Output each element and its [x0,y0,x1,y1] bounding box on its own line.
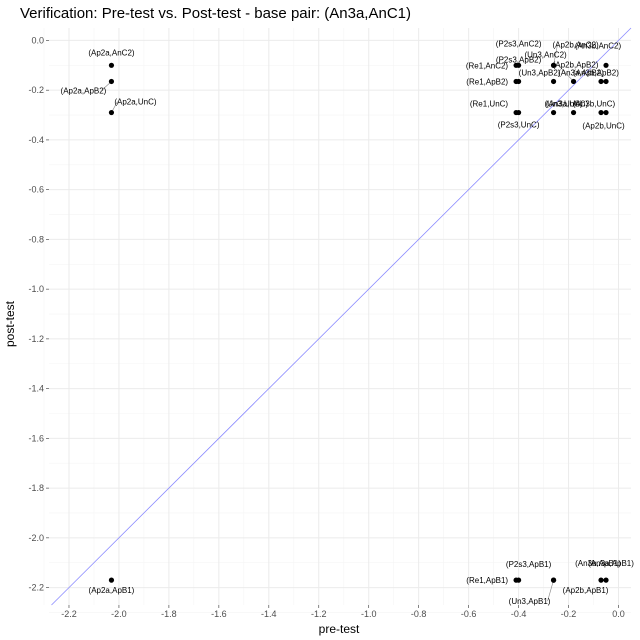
y-tick-label: -1.6 [28,433,44,443]
label-leader-line [557,64,574,82]
x-tick-label: -0.2 [561,609,577,619]
y-tick-label: -1.2 [28,334,44,344]
data-point-label: (Re1,ApB1) [466,576,508,585]
data-point-label: (Un3,ApB1) [509,597,551,606]
x-axis-ticks: -2.2 -2.0 -1.8 -1.6 -1.4 -1.2 -1.0 -0.8 -0.6 -0.4… [61,605,625,619]
plot-panel: (Ap2a,AnC2) (Ap2a,ApB2) (Ap2a,UnC) (Ap2a,Ap… [43,27,635,613]
data-point-label: (P2s3,ApB1) [506,560,552,569]
y-tick-label: -1.4 [28,384,44,394]
y-tick-label: -0.8 [28,234,44,244]
x-tick-label: -1.0 [361,609,377,619]
data-point-label: (Un3,UnC) [544,100,583,109]
data-point-label: (An3b,ApB2) [573,68,619,77]
y-tick-label: -1.0 [28,284,44,294]
x-tick-label: -1.4 [261,609,277,619]
data-point-label: (Ap2b,ApB2) [553,60,599,69]
data-point-label: (An3b,AnC2) [575,41,622,50]
identity-reference-line [51,27,632,606]
data-point [108,62,115,68]
data-point [515,109,522,116]
data-point-label: (P2s3,AnC2) [496,39,542,48]
data-point-label: (An3a,ApB2) [558,68,604,77]
data-point-label: (Ap2a,UnC) [114,98,157,107]
x-tick-label: -0.8 [411,609,427,619]
data-point-label: (Re1,ApB2) [466,77,508,86]
data-point-label: (Ap2b,UnC) [582,122,625,131]
x-axis-title: pre-test [319,622,360,636]
data-point-label: (Un3,ApB2) [519,68,561,77]
x-tick-label: -1.8 [161,609,177,619]
data-point [550,577,557,583]
data-point-labels: (Ap2a,AnC2) (Ap2a,ApB2) (Ap2a,UnC) (Ap2a,Ap… [61,39,635,606]
data-point [598,78,604,85]
x-tick-label: 0.0 [612,609,625,619]
data-point [570,109,577,116]
data-point [603,62,609,68]
label-leader-line [553,44,558,66]
data-point [603,577,609,583]
data-point-label: (Ap2a,ApB2) [61,86,107,95]
data-point [603,109,609,116]
data-point [598,109,604,116]
data-point [550,78,557,85]
data-point-label: (Re1,UnC) [470,100,509,109]
major-gridlines [49,28,631,605]
data-point [108,109,115,116]
x-tick-label: -1.6 [211,609,227,619]
y-axis-title: post-test [3,300,17,347]
data-point [550,109,557,116]
data-point-label: (An3b,UnC) [573,100,616,109]
data-point-label: (An3b,ApB1) [575,559,621,568]
data-point-label: (P2s3,ApB2) [496,55,542,64]
y-tick-label: 0.0 [31,35,44,45]
label-leader-line [547,580,554,602]
data-point [570,78,577,85]
data-point-label: (Ap2b,AnC2) [552,40,599,49]
x-tick-label: -0.6 [461,609,477,619]
data-point-label: (Re1,AnC2) [466,61,509,70]
y-tick-label: -2.0 [28,533,44,543]
data-point-label: (An3a,UnC) [546,100,589,109]
data-point-label: (Ap2a,ApB1) [89,586,135,595]
y-tick-label: -0.4 [28,135,44,145]
y-tick-label: -1.8 [28,483,44,493]
y-tick-label: -2.2 [28,583,44,593]
y-axis-ticks: 0.0 -0.2 -0.4 -0.6 -0.8 -1.0 -1.2 -1.4 -1.6 -1.8 -… [28,35,49,593]
data-point [108,577,115,583]
data-point [598,577,604,583]
data-point-label: (Un3,AnC2) [524,50,567,59]
x-tick-label: -2.0 [111,609,127,619]
data-point [550,62,557,68]
data-point [603,78,609,85]
data-point-label: (P2s3,UnC) [498,121,540,130]
x-tick-label: -0.4 [511,609,527,619]
data-point [515,577,522,583]
x-tick-label: -2.2 [61,609,77,619]
data-point-label: (Ap2a,AnC2) [88,48,135,57]
data-points [108,62,609,583]
y-tick-label: -0.2 [28,85,44,95]
y-tick-label: -0.6 [28,185,44,195]
data-point-label: (Ap2b,ApB1) [563,586,609,595]
data-point [515,62,522,68]
chart-title: Verification: Pre-test vs. Post-test - b… [20,5,411,22]
x-tick-label: -1.2 [311,609,327,619]
data-point [515,78,522,85]
data-point [108,78,115,85]
minor-gridlines [43,28,631,613]
data-point-label: (An3a,ApB1) [588,559,634,568]
